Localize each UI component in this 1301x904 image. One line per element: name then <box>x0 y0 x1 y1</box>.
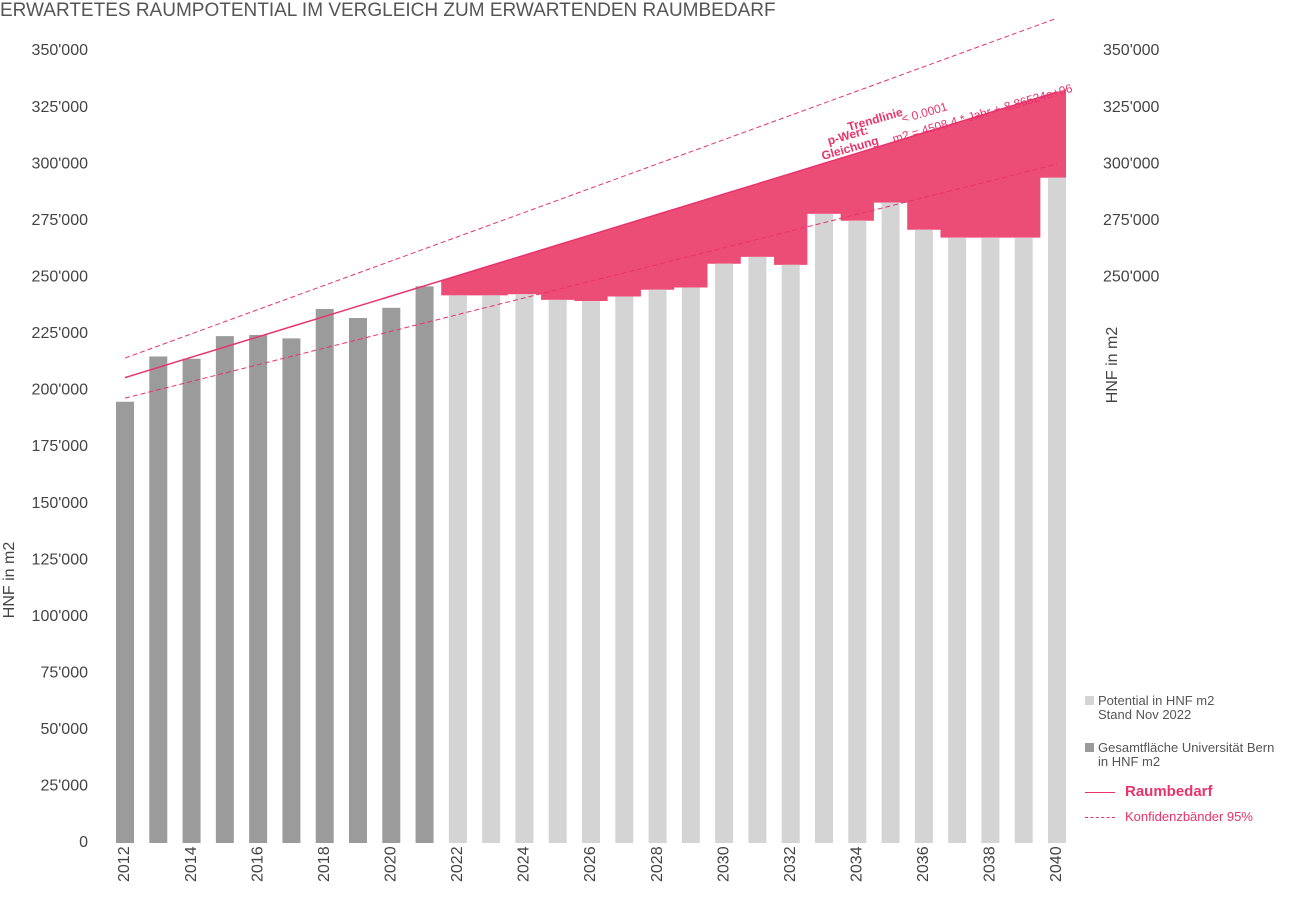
bar <box>715 263 734 843</box>
x-tick-label: 2016 <box>249 846 266 882</box>
bar <box>648 289 667 843</box>
legend-text: Raumbedarf <box>1125 783 1213 800</box>
band-line <box>124 163 1058 399</box>
x-tick-label: 2024 <box>516 846 533 882</box>
y-tick-label: 225'000 <box>32 325 89 342</box>
x-tick-label: 2018 <box>316 846 333 882</box>
legend-swatch <box>1085 743 1094 752</box>
bar <box>482 295 501 844</box>
x-tick-label: 2030 <box>715 846 732 882</box>
y-tick-label: 175'000 <box>32 438 89 455</box>
x-tick-label: 2040 <box>1048 846 1065 882</box>
bar <box>781 264 800 844</box>
y2-axis-label: HNF in m2 <box>1104 327 1121 404</box>
legend-text: Konfidenzbänder 95% <box>1125 809 1253 824</box>
legend-text: Potential in HNF m2 Stand Nov 2022 <box>1098 693 1215 722</box>
y-tick-label: 325'000 <box>1103 99 1160 116</box>
x-tick-label: 2036 <box>915 846 932 882</box>
x-tick-label: 2038 <box>982 846 999 882</box>
bar <box>981 237 1000 843</box>
y-tick-label: 125'000 <box>32 551 89 568</box>
bar <box>382 307 401 843</box>
bar <box>116 401 134 843</box>
x-tick-label: 2034 <box>849 846 866 882</box>
y-tick-label: 350'000 <box>32 42 89 59</box>
bar <box>948 237 967 843</box>
y-tick-label: 0 <box>79 834 88 851</box>
bar <box>1014 237 1033 843</box>
y-tick-label: 275'000 <box>32 212 89 229</box>
bar <box>681 287 700 843</box>
bar <box>582 301 600 843</box>
legend-item: Konfidenzbänder 95% <box>1085 810 1253 824</box>
y-tick-label: 300'000 <box>1103 155 1160 172</box>
legend-item: Gesamtfläche Universität Bern in HNF m2 <box>1085 741 1274 769</box>
y-tick-label: 25'000 <box>40 778 88 795</box>
y-tick-label: 250'000 <box>32 269 89 286</box>
x-tick-label: 2022 <box>449 846 466 882</box>
x-tick-label: 2020 <box>383 846 400 882</box>
bar <box>515 294 534 843</box>
y-axis-label: HNF in m2 <box>1 542 18 619</box>
y-tick-label: 75'000 <box>40 665 88 682</box>
bar <box>349 318 367 843</box>
bar <box>282 338 301 843</box>
y-tick-label: 250'000 <box>1103 269 1160 286</box>
bar <box>149 356 168 843</box>
chart-title: ERWARTETES RAUMPOTENTIAL IM VERGLEICH ZU… <box>0 0 776 21</box>
bar <box>315 308 334 844</box>
x-tick-label: 2012 <box>116 846 133 882</box>
legend-swatch <box>1085 696 1094 705</box>
legend-swatch <box>1085 792 1115 793</box>
y-tick-label: 325'000 <box>32 99 89 116</box>
y-tick-label: 150'000 <box>32 495 89 512</box>
legend-item: Raumbedarf <box>1085 783 1213 800</box>
x-tick-label: 2032 <box>782 846 799 882</box>
x-tick-label: 2014 <box>183 846 200 882</box>
trend-line <box>124 91 1058 379</box>
y-tick-label: 100'000 <box>32 608 89 625</box>
bar <box>881 202 900 843</box>
x-tick-label: 2026 <box>582 846 599 882</box>
y-tick-label: 350'000 <box>1103 42 1160 59</box>
bar <box>215 336 234 843</box>
y-tick-label: 300'000 <box>32 155 89 172</box>
bar <box>448 295 467 844</box>
x-tick-label: 2028 <box>649 846 666 882</box>
bar <box>815 213 833 843</box>
bar <box>415 286 434 843</box>
bar <box>1048 177 1066 844</box>
y-tick-label: 275'000 <box>1103 212 1160 229</box>
legend-text: Gesamtfläche Universität Bern in HNF m2 <box>1098 740 1275 769</box>
band-line <box>124 17 1058 359</box>
bar <box>848 220 867 843</box>
legend-item: Potential in HNF m2 Stand Nov 2022 <box>1085 694 1214 722</box>
bar <box>548 299 567 843</box>
bar <box>748 256 767 843</box>
bar <box>182 358 201 843</box>
y-tick-label: 50'000 <box>40 721 88 738</box>
legend-swatch <box>1085 817 1115 818</box>
bar <box>914 229 933 843</box>
y-tick-label: 200'000 <box>32 382 89 399</box>
bar <box>615 296 634 843</box>
gap-area <box>441 89 1066 302</box>
bar <box>249 334 268 843</box>
